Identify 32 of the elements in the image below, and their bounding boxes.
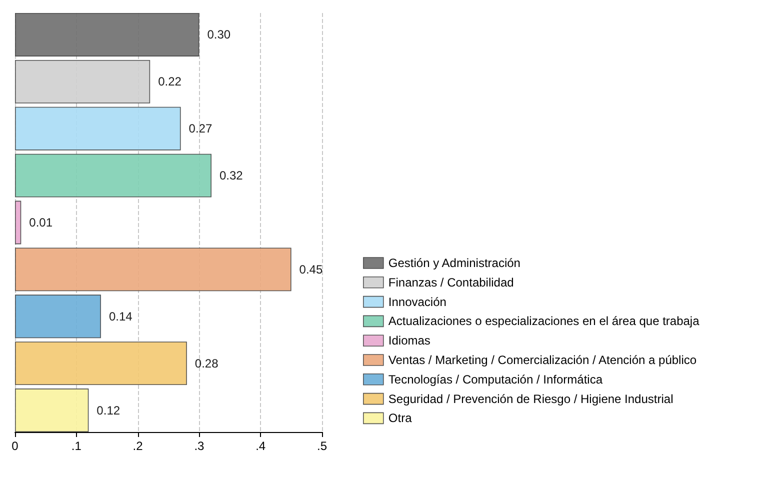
data-label: 0.27 xyxy=(188,122,212,136)
legend-label: Finanzas / Contabilidad xyxy=(388,275,514,290)
legend-label: Idiomas xyxy=(388,334,430,348)
bar xyxy=(15,388,89,432)
x-tick-label: .2 xyxy=(132,439,144,453)
x-tick-label: 0 xyxy=(12,439,19,453)
bar xyxy=(15,248,292,292)
legend-label: Seguridad / Prevención de Riesgo / Higiene Industrial xyxy=(388,392,674,406)
legend-label: Actualizaciones o especializaciones en el área que trabaja xyxy=(388,314,700,328)
legend-label: Ventas / Marketing / Comercialización / Atención a público xyxy=(388,353,697,367)
data-label: 0.28 xyxy=(194,356,219,370)
bar xyxy=(15,342,187,386)
data-label: 0.01 xyxy=(29,216,53,230)
data-label: 0.30 xyxy=(207,28,231,42)
x-tick-label: .5 xyxy=(316,439,328,453)
bar xyxy=(15,294,101,338)
legend-label: Gestión y Administración xyxy=(388,256,520,270)
data-label: 0.32 xyxy=(219,168,244,183)
x-tick-label: .3 xyxy=(194,439,205,453)
data-label: 0.12 xyxy=(96,403,120,418)
x-tick-label: .4 xyxy=(256,439,266,453)
bar xyxy=(15,13,200,56)
legend-label: Otra xyxy=(388,411,412,426)
data-label: 0.22 xyxy=(158,74,182,89)
x-tick-label: .1 xyxy=(71,439,82,453)
data-label: 0.14 xyxy=(108,309,133,324)
legend-label: Tecnologías / Computación / Informática xyxy=(388,372,603,386)
legend-label: Innovación xyxy=(388,294,446,309)
bar xyxy=(15,106,181,150)
bar xyxy=(15,200,22,244)
bar xyxy=(15,154,212,198)
data-label: 0.45 xyxy=(299,262,323,276)
